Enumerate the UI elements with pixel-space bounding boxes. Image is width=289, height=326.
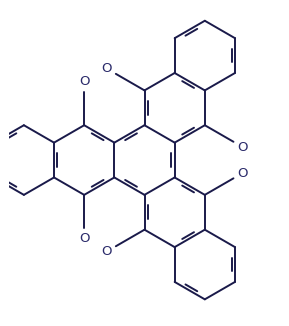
Text: O: O bbox=[101, 245, 112, 258]
Text: O: O bbox=[237, 141, 248, 154]
Text: O: O bbox=[79, 75, 89, 88]
Text: O: O bbox=[79, 232, 89, 245]
Text: O: O bbox=[237, 167, 248, 180]
Text: O: O bbox=[101, 62, 112, 75]
